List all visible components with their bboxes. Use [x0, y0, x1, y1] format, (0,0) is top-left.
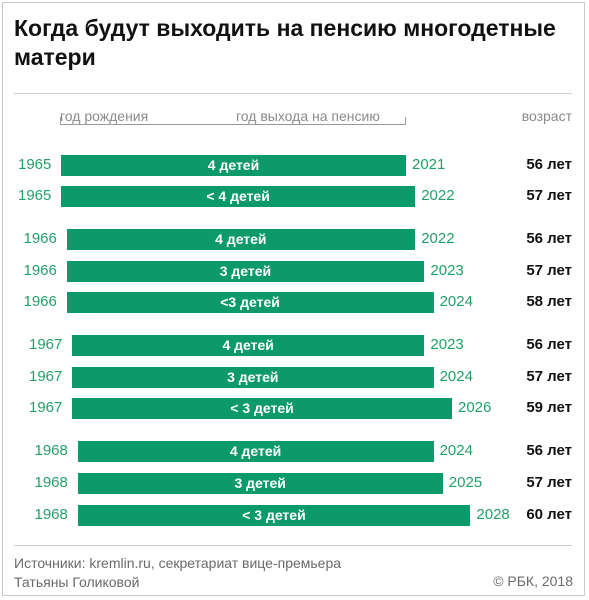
header-bracket-left — [60, 117, 61, 125]
birth-year-label: 1967 — [29, 336, 63, 353]
retirement-bar: 3 детей — [72, 367, 434, 388]
birth-year-label: 1965 — [18, 187, 52, 204]
age-label: 60 лет — [526, 506, 572, 523]
children-count-label: 3 детей — [234, 475, 286, 491]
birth-year-label: 1968 — [34, 506, 68, 523]
age-label: 58 лет — [526, 293, 572, 310]
age-label: 57 лет — [526, 368, 572, 385]
children-count-label: 4 детей — [207, 157, 260, 173]
retirement-year-label: 2024 — [439, 293, 473, 310]
retirement-bar: <3 детей — [66, 292, 434, 313]
birth-year-label: 1967 — [29, 368, 63, 385]
birth-year-label: 1968 — [34, 442, 68, 459]
header-bracket-right — [405, 117, 406, 125]
children-count-label: < 3 детей — [230, 400, 294, 416]
retirement-year-label: 2028 — [476, 506, 510, 523]
retirement-bar: 4 детей — [77, 441, 434, 462]
retirement-year-label: 2022 — [421, 230, 455, 247]
children-count-label: <3 детей — [220, 294, 280, 310]
retirement-year-label: 2023 — [430, 336, 464, 353]
title-divider — [14, 93, 572, 94]
retirement-bar: < 3 детей — [72, 398, 452, 419]
birth-year-label: 1966 — [23, 230, 57, 247]
age-label: 56 лет — [526, 442, 572, 459]
age-label: 56 лет — [526, 156, 572, 173]
header-birth-year: год рождения — [60, 108, 149, 124]
retirement-year-label: 2024 — [439, 368, 473, 385]
children-count-label: < 3 детей — [242, 507, 306, 523]
source-note: Источники: kremlin.ru, секретариат вице-… — [14, 554, 394, 592]
birth-year-label: 1966 — [23, 293, 57, 310]
age-label: 57 лет — [526, 187, 572, 204]
retirement-bar: 4 детей — [61, 155, 406, 176]
retirement-bar: 3 детей — [66, 261, 425, 282]
copyright: © РБК, 2018 — [493, 573, 573, 589]
age-label: 56 лет — [526, 230, 572, 247]
header-age: возраст — [521, 108, 572, 124]
children-count-label: < 4 детей — [206, 188, 270, 204]
chart-frame — [2, 2, 585, 596]
retirement-year-label: 2024 — [439, 442, 473, 459]
header-bracket-line — [60, 124, 405, 125]
children-count-label: 4 детей — [215, 231, 267, 247]
retirement-year-label: 2026 — [458, 399, 492, 416]
children-count-label: 4 детей — [229, 443, 282, 459]
header-retirement-year: год выхода на пенсию — [236, 108, 380, 124]
birth-year-label: 1967 — [29, 399, 63, 416]
birth-year-label: 1968 — [34, 474, 68, 491]
age-label: 57 лет — [526, 474, 572, 491]
retirement-bar: 4 детей — [72, 335, 425, 356]
children-count-label: 3 детей — [227, 369, 279, 385]
source-line-2: Татьяны Голиковой — [14, 574, 140, 590]
footer-divider — [14, 545, 572, 546]
birth-year-label: 1965 — [18, 156, 52, 173]
age-label: 57 лет — [526, 262, 572, 279]
age-label: 56 лет — [526, 336, 572, 353]
age-label: 59 лет — [526, 399, 572, 416]
retirement-year-label: 2022 — [421, 187, 455, 204]
children-count-label: 3 детей — [219, 263, 272, 279]
retirement-year-label: 2025 — [448, 474, 483, 491]
retirement-bar: < 3 детей — [77, 505, 471, 526]
chart-title: Когда будут выходить на пенсию многодетн… — [14, 15, 556, 70]
retirement-bar: < 4 детей — [61, 186, 416, 207]
retirement-year-label: 2023 — [430, 262, 464, 279]
birth-year-label: 1966 — [23, 262, 57, 279]
retirement-year-label: 2021 — [412, 156, 446, 173]
retirement-bar: 3 детей — [77, 473, 443, 494]
source-line-1: Источники: kremlin.ru, секретариат вице-… — [14, 555, 342, 571]
retirement-bar: 4 детей — [66, 229, 416, 250]
children-count-label: 4 детей — [222, 337, 274, 353]
